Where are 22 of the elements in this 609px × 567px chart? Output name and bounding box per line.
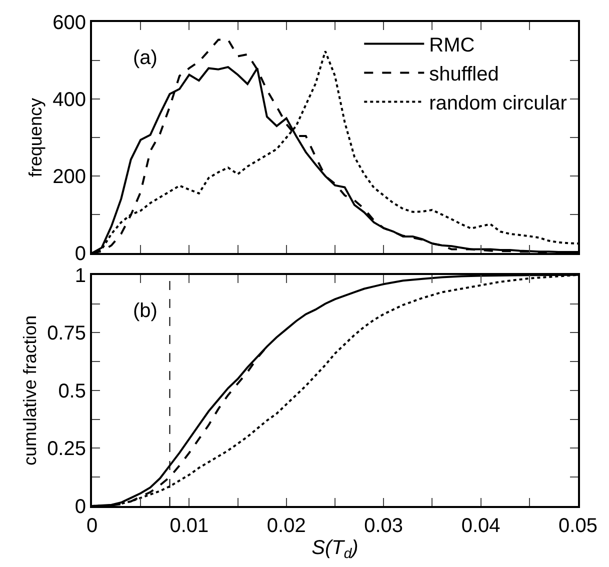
legend-label: shuffled <box>429 64 499 86</box>
x-tick-label: 0.05 <box>558 515 598 537</box>
y-tick-label: 400 <box>52 89 86 112</box>
x-tick-label: 0.04 <box>461 515 500 537</box>
legend-label: RMC <box>429 34 475 57</box>
y-tick-label: 200 <box>52 166 86 188</box>
y-tick-label: 0 <box>74 243 86 266</box>
annotation: (a) <box>133 47 158 69</box>
y-tick-label: 1 <box>74 264 86 287</box>
x-axis-title: S(T$_{d}$) <box>312 537 358 562</box>
x-tick-label: 0.02 <box>266 515 306 537</box>
y-axis-title: frequency <box>25 98 46 178</box>
x-tick-label: 0.01 <box>170 515 209 537</box>
y-tick-label: 0.75 <box>47 322 86 345</box>
annotation: (b) <box>133 300 158 322</box>
y-tick-label: 0.5 <box>58 380 86 402</box>
x-tick-label: 0.03 <box>364 515 404 537</box>
y-axis-title: cumulative fraction <box>20 315 40 466</box>
y-tick-label: 0.25 <box>47 438 86 460</box>
legend-label: random circular <box>429 92 568 115</box>
y-tick-label: 0 <box>74 496 86 518</box>
y-tick-label: 600 <box>52 12 86 34</box>
